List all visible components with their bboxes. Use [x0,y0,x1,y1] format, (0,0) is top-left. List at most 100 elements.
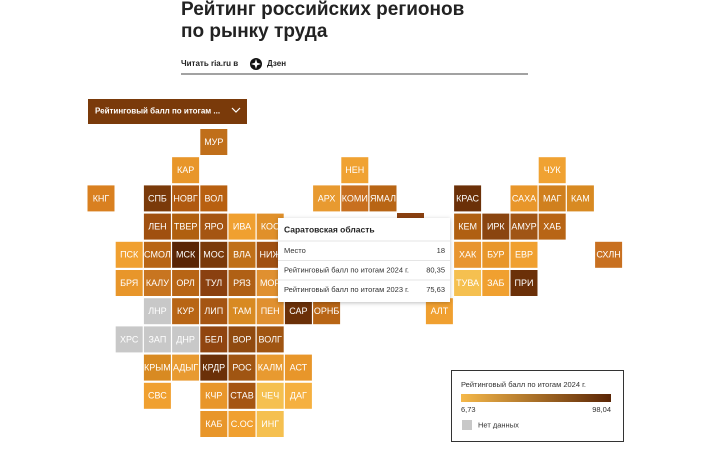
region-tile[interactable]: ПЕН [256,298,284,325]
region-tile[interactable]: ЗАП [143,326,171,353]
tile-bg [228,326,256,353]
region-tile[interactable]: ВОР [228,326,256,353]
region-tile[interactable]: МУР [200,129,228,155]
dropdown[interactable]: Рейтинговый балл по итогам ... [88,99,247,124]
region-tile[interactable]: БЕЛ [200,326,228,353]
region-tile[interactable]: ВОЛ [200,185,228,212]
region-tile[interactable]: ЛИП [200,298,228,325]
tooltip-value: 18 [437,246,445,255]
tile-label: КЧР [205,391,222,401]
region-tile[interactable]: КАБ [200,411,228,437]
tile-bg [228,298,256,325]
tile-label: МСК [176,250,196,260]
region-tile[interactable]: МОС [200,241,228,268]
region-tile[interactable]: АРХ [313,185,341,212]
region-tile[interactable]: БУР [482,241,510,268]
chevron[interactable] [231,107,241,113]
region-tile[interactable]: ВЛА [228,241,256,268]
region-tile[interactable]: ИРК [482,213,510,240]
region-tile[interactable]: ЕВР [510,241,538,268]
read-source[interactable]: Дзен [267,59,286,68]
region-tile[interactable]: ТВЕР [172,213,200,240]
region-tile[interactable]: КОМИ [341,185,369,212]
region-tile[interactable]: ДНР [172,326,200,353]
region-tile[interactable]: ЯМАЛ [369,185,397,212]
region-tile[interactable]: КРДР [200,354,228,381]
legend-box [451,370,624,442]
region-tile[interactable]: ЛНР [143,298,171,325]
region-tile[interactable]: СВС [143,382,171,409]
tile-label: ТУЛ [205,278,222,288]
region-tile[interactable]: С.ОС [228,411,256,437]
region-tile[interactable]: РЯЗ [228,270,256,296]
region-tile[interactable]: ХАК [454,241,482,268]
region-tile[interactable]: ДАГ [284,382,312,409]
region-tile[interactable]: КАМ [566,185,594,212]
legend-max: 98,04 [592,405,611,414]
region-tile[interactable]: ЗАБ [482,270,510,296]
tile-map: МУР КАР НЕН ЧУК КНГ СПБ НОВГ ВОЛ АРХ КОМИ ЯМАЛ КРАС… [87,129,623,437]
region-tile[interactable]: КАР [172,157,200,184]
region-tile[interactable]: ТУВА [454,270,482,296]
region-tile[interactable]: КАЛМ [256,354,284,381]
region-tile[interactable]: СТАВ [228,382,256,409]
region-tile[interactable]: КЕМ [454,213,482,240]
dropdown-box[interactable] [88,99,247,124]
tile-bg [143,270,171,296]
dropdown-label[interactable]: Рейтинговый балл по итогам ... [95,107,220,116]
region-tile[interactable]: АСТ [284,354,312,381]
tile-label: КОС [261,221,280,231]
tile-bg [172,270,200,296]
region-tile[interactable]: ЯРО [200,213,228,240]
region-tile[interactable]: МАГ [538,185,566,212]
region-tile[interactable]: ЧЕЧ [256,382,284,409]
region-tile[interactable]: КУР [172,298,200,325]
region-tile[interactable]: НОВГ [172,185,200,212]
region-tile[interactable]: АЛТ [425,298,453,325]
tile-bg [143,298,171,325]
region-tile[interactable]: СПБ [143,185,171,212]
region-tile[interactable]: НЕН [341,157,369,184]
region-tile[interactable]: ИНГ [256,411,284,437]
region-tile[interactable]: АДЫГ [172,354,200,381]
region-tile[interactable]: КРЫМ [143,354,171,381]
tile-label: СХЛН [596,250,620,260]
region-tile[interactable]: ОРНБ [313,298,341,325]
region-tile[interactable]: ИВА [228,213,256,240]
tile-bg [538,157,566,184]
region-tile[interactable]: СМОЛ [143,241,171,268]
tile-bg [172,326,200,353]
region-tile[interactable]: ТУЛ [200,270,228,296]
region-tile[interactable]: КАЛУ [143,270,171,296]
region-tile[interactable]: ПРИ [510,270,538,296]
region-tile[interactable]: КНГ [87,185,115,212]
region-tile[interactable]: БРЯ [115,270,143,296]
tile-label: ВОЛГ [259,334,283,344]
tile-bg [200,129,228,155]
region-tile[interactable]: РОС [228,354,256,381]
region-tile[interactable]: ХАБ [538,213,566,240]
region-tile[interactable]: МСК [172,241,200,268]
tile-bg [115,326,143,353]
region-tile[interactable]: ВОЛГ [256,326,284,353]
tile-bg [172,354,200,381]
region-tile[interactable]: СХЛН [595,241,623,268]
tile-label: ЛНР [148,306,166,316]
tile-label: СТАВ [230,391,253,401]
tile-label: НИЖ [260,250,282,260]
region-tile[interactable]: ХРС [115,326,143,353]
tile-label: АСТ [290,362,308,372]
region-tile[interactable]: ПСК [115,241,143,268]
tile-label: КНГ [93,193,110,203]
region-tile[interactable]: АМУР [510,213,538,240]
region-tile[interactable]: САР [284,298,312,325]
region-tile[interactable]: КЧР [200,382,228,409]
region-tile[interactable]: САХА [510,185,538,212]
region-tile[interactable]: КРАС [454,185,482,212]
region-tile[interactable]: ЛЕН [143,213,171,240]
region-tile[interactable]: ТАМ [228,298,256,325]
region-tile[interactable]: ОРЛ [172,270,200,296]
region-tile[interactable]: ЧУК [538,157,566,184]
tile-bg [369,185,397,212]
